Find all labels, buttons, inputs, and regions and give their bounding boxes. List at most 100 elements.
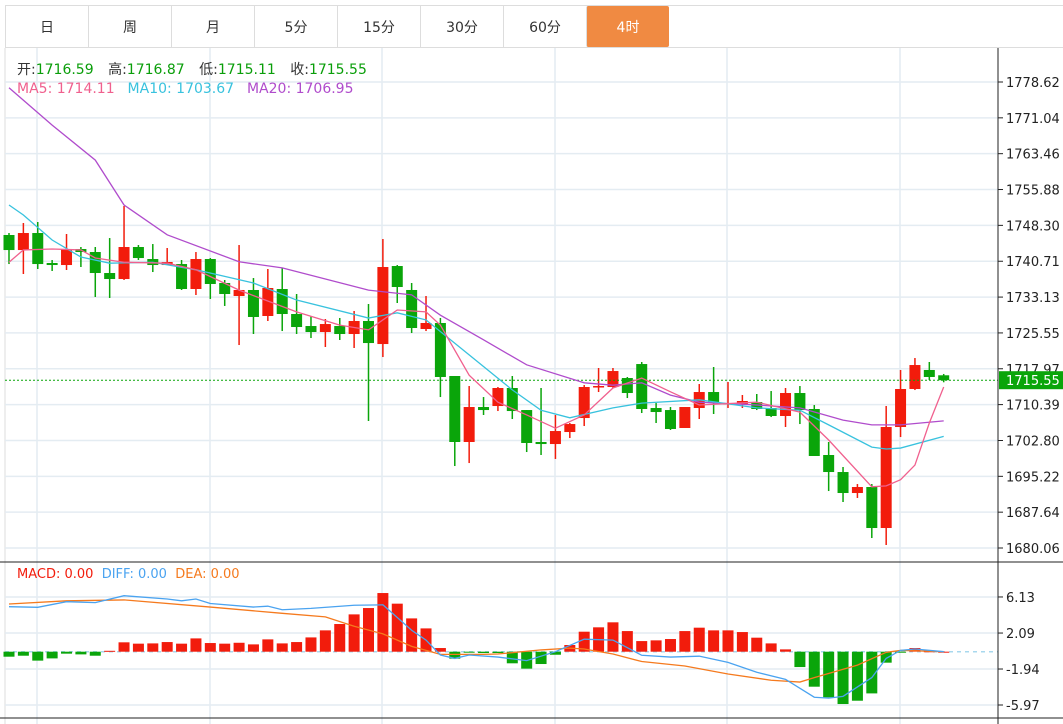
macd-bar: [190, 638, 202, 652]
candle-body: [607, 371, 619, 388]
tab-15min[interactable]: 15分: [337, 6, 420, 47]
candle-body: [593, 386, 605, 388]
tab-60min[interactable]: 60分: [503, 6, 586, 47]
open-value: 1716.59: [35, 62, 94, 78]
macd-bar: [765, 643, 777, 652]
tab-5min[interactable]: 5分: [254, 6, 337, 47]
macd-bar: [607, 622, 619, 652]
candles: [3, 206, 950, 546]
candle-body: [478, 407, 490, 411]
macd-bar: [305, 637, 317, 652]
tab-30min[interactable]: 30分: [420, 6, 503, 47]
candle-body: [276, 288, 288, 315]
candle-up: [679, 407, 691, 429]
candle-body: [463, 407, 475, 442]
macd-bar: [938, 651, 950, 653]
candle-down: [923, 362, 935, 381]
candle-down: [823, 442, 835, 492]
candle-body: [406, 289, 418, 329]
candle-down: [664, 407, 676, 430]
macd-bar: [693, 627, 705, 652]
macd-legend: MACD: 0.00 DIFF: 0.00 DEA: 0.00: [17, 567, 240, 582]
macd-bar: [578, 631, 590, 652]
macd-bar: [449, 651, 461, 659]
ma20-line: [8, 87, 944, 426]
candle-down: [176, 260, 188, 290]
macd-value: MACD: 0.00: [17, 567, 94, 582]
candle-up: [262, 268, 274, 322]
macd-bar: [176, 643, 188, 652]
close-value: 1715.55: [308, 62, 367, 78]
open-label: 开:: [17, 62, 36, 78]
candle-body: [564, 424, 576, 433]
candle-down: [204, 258, 216, 299]
candle-up: [463, 386, 475, 464]
ohlc-readout: 开:1716.59 高:1716.87 低:1715.11 收:1715.55: [17, 59, 377, 79]
candle-down: [434, 317, 446, 398]
macd-bar: [118, 642, 130, 652]
macd-tick-label: 6.13: [1006, 591, 1035, 606]
ma5-legend: MA5: 1714.11: [17, 81, 115, 97]
candle-body: [291, 314, 303, 328]
candle-up: [564, 422, 576, 439]
macd-bar: [89, 651, 101, 656]
candle-up: [377, 239, 389, 358]
close-label: 收:: [290, 62, 309, 78]
diff-value: DIFF: 0.00: [101, 567, 167, 582]
price-tick-label: 1695.22: [1006, 470, 1060, 485]
price-tick-label: 1755.88: [1006, 184, 1060, 199]
candle-body: [765, 408, 777, 416]
macd-bar: [276, 643, 288, 652]
candle-down: [866, 484, 878, 539]
candle-body: [837, 472, 849, 494]
candle-body: [492, 388, 504, 407]
candle-body: [664, 410, 676, 429]
macd-bar: [650, 640, 662, 652]
candle-down: [305, 315, 317, 339]
dea-line: [8, 599, 944, 683]
candle-up: [895, 369, 907, 438]
tab-4hour[interactable]: 4时: [586, 6, 669, 47]
macd-bar: [478, 651, 490, 654]
candle-down: [794, 386, 806, 425]
ma10-line: [8, 204, 944, 450]
candle-body: [449, 375, 461, 442]
candle-up: [492, 387, 504, 412]
candle-body: [923, 369, 935, 377]
candle-body: [909, 365, 921, 389]
macd-bar: [780, 649, 792, 652]
ma10-legend: MA10: 1703.67: [127, 81, 235, 97]
candle-down: [391, 265, 403, 303]
price-tick-label: 1702.80: [1006, 434, 1060, 449]
candle-body: [176, 264, 188, 289]
macd-tick-label: 2.09: [1006, 627, 1035, 642]
macd-bar: [434, 648, 446, 652]
macd-bar: [46, 651, 58, 659]
candle-up: [17, 222, 29, 275]
candle-body: [851, 487, 863, 494]
candle-body: [866, 487, 878, 529]
candle-up: [190, 252, 202, 296]
candle-down: [521, 410, 533, 453]
candle-body: [895, 388, 907, 428]
macd-bar: [204, 643, 216, 652]
candle-body: [363, 321, 374, 344]
tab-week[interactable]: 周: [88, 6, 171, 47]
macd-bar: [895, 651, 907, 653]
tab-day[interactable]: 日: [5, 6, 88, 47]
candle-body: [391, 266, 403, 288]
tab-month[interactable]: 月: [171, 6, 254, 47]
ma-lines: [5, 87, 998, 488]
candle-body: [132, 247, 144, 259]
price-axis: 1778.62 1771.04 1763.46 1755.88 1748.30 1740.…: [0, 48, 1063, 724]
macd-tick-label: -1.94: [1006, 663, 1040, 678]
low-label: 低:: [199, 62, 218, 78]
macd-bar: [506, 651, 518, 664]
macd-bar: [664, 639, 676, 652]
grid-lines: [4, 48, 998, 724]
candle-down: [621, 376, 633, 399]
candle-down: [837, 467, 849, 502]
candle-up: [118, 206, 130, 281]
macd-bar: [708, 630, 720, 652]
